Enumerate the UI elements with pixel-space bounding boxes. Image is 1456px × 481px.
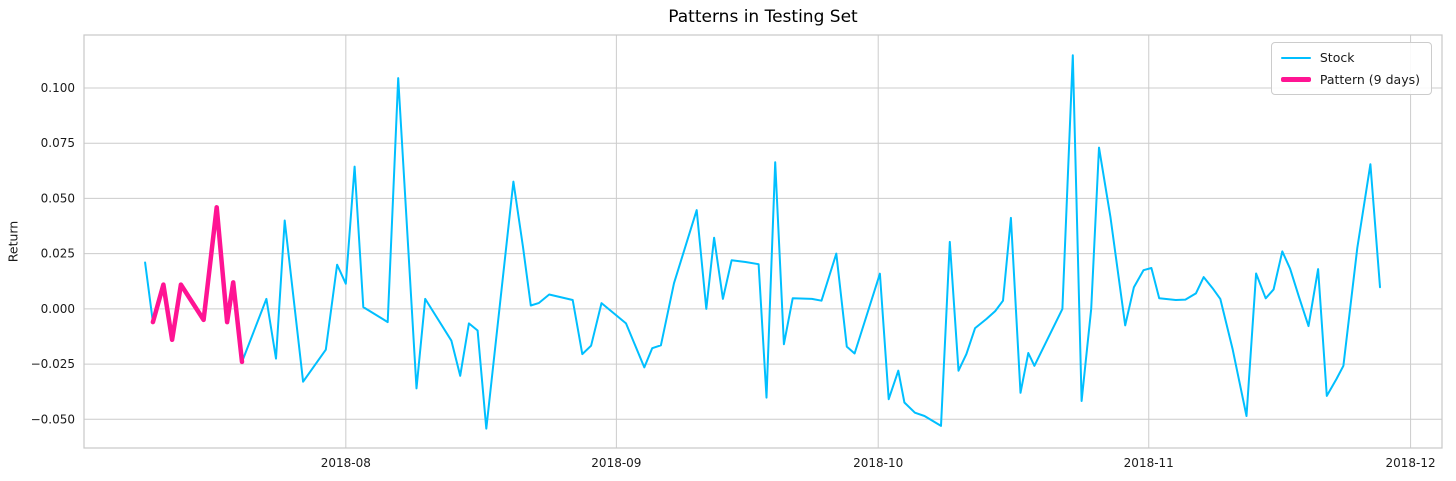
x-tick-label: 2018-11 <box>1124 456 1174 470</box>
y-tick-label: 0.100 <box>41 81 75 95</box>
stock-line-swatch <box>1280 56 1311 59</box>
x-tick-label: 2018-12 <box>1386 456 1436 470</box>
y-tick-label: −0.050 <box>31 412 75 426</box>
pattern-line-swatch <box>1280 77 1311 82</box>
x-tick-label: 2018-10 <box>853 456 903 470</box>
legend-item-stock: Stock <box>1280 50 1420 65</box>
legend-label-pattern: Pattern (9 days) <box>1319 72 1420 87</box>
y-tick-label: −0.025 <box>31 357 75 371</box>
pattern-line <box>150 205 245 365</box>
plot-border <box>83 34 1443 449</box>
legend: Stock Pattern (9 days) <box>1270 42 1432 95</box>
stock-line <box>144 54 1381 430</box>
x-tick-label: 2018-09 <box>591 456 641 470</box>
legend-item-pattern: Pattern (9 days) <box>1280 72 1420 87</box>
y-tick-label: 0.050 <box>41 191 75 205</box>
y-tick-label: 0.075 <box>41 136 75 150</box>
x-tick-label: 2018-08 <box>321 456 371 470</box>
chart-title: Patterns in Testing Set <box>668 7 858 27</box>
legend-label-stock: Stock <box>1319 50 1355 65</box>
y-tick-label: 0.025 <box>41 247 75 261</box>
y-tick-label: 0.000 <box>41 302 75 316</box>
